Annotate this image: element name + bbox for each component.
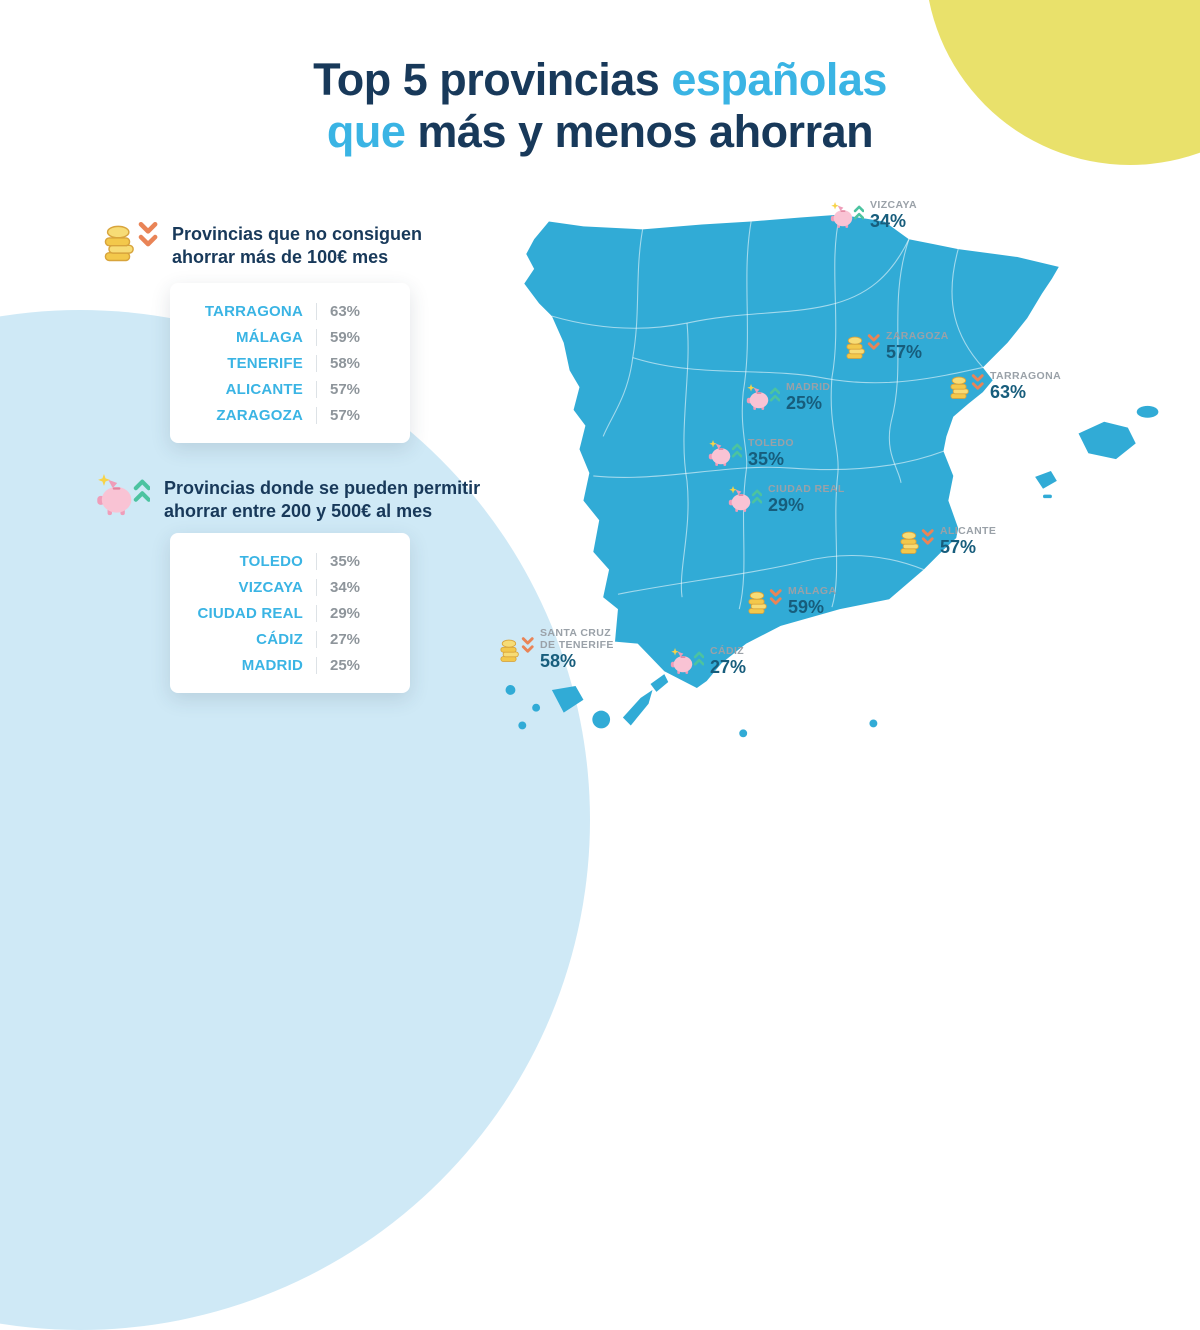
table-row: TENERIFE 58% — [184, 350, 396, 376]
table-no-savings: TARRAGONA 63% MÁLAGA 59% TENERIFE 58% ALICANTE… — [170, 283, 410, 443]
province-name: TARRAGONA — [204, 302, 303, 320]
table-row: TOLEDO 35% — [184, 548, 396, 574]
province-percentage: 29% — [330, 604, 361, 622]
province-percentage: 25% — [330, 656, 361, 674]
province-name: TENERIFE — [227, 354, 303, 372]
province-name: ZARAGOZA — [216, 406, 303, 424]
column-divider — [316, 630, 317, 648]
title-text: más y menos ahorran — [417, 106, 874, 158]
province-percentage: 59% — [330, 328, 361, 346]
column-divider — [316, 302, 317, 320]
legend-can-save-text: Provincias donde se pueden permitir ahor… — [164, 474, 480, 524]
balearic-islands-shape — [1035, 405, 1159, 499]
legend-no-savings-text: Provincias que no consiguen ahorrar más … — [172, 220, 422, 270]
title-accent-text: españolas — [671, 54, 887, 105]
column-divider — [316, 656, 317, 674]
melilla-shape — [869, 719, 878, 728]
province-percentage: 57% — [330, 406, 361, 424]
legend-no-savings: Provincias que no consiguen ahorrar más … — [104, 220, 422, 270]
table-row: ALICANTE 57% — [184, 376, 396, 402]
legend-text-line: ahorrar entre 200 y 500€ al mes — [164, 501, 433, 522]
province-percentage: 27% — [330, 630, 361, 648]
province-borders — [551, 214, 984, 610]
table-can-save: TOLEDO 35% VIZCAYA 34% CIUDAD REAL 29% CÁDIZ 27… — [170, 533, 410, 693]
province-name: CÁDIZ — [256, 630, 303, 648]
coins-down-arrows-icon — [104, 220, 158, 263]
column-divider — [316, 406, 317, 424]
title-accent-text: que — [326, 106, 418, 158]
column-divider — [316, 380, 317, 398]
province-percentage: 35% — [330, 552, 361, 570]
spain-mainland-shape — [524, 214, 1059, 688]
column-divider — [316, 578, 317, 596]
legend-text-line: Provincias que no consiguen — [172, 224, 423, 244]
column-divider — [316, 354, 317, 372]
province-name: MÁLAGA — [235, 328, 303, 346]
province-name: CIUDAD REAL — [197, 604, 303, 622]
legend-can-save: Provincias donde se pueden permitir ahor… — [96, 474, 480, 524]
title-text: Top 5 provincias — [313, 54, 672, 105]
province-percentage: 63% — [330, 302, 361, 320]
province-name: VIZCAYA — [238, 578, 303, 596]
province-percentage: 58% — [330, 354, 361, 372]
table-row: VIZCAYA 34% — [184, 574, 396, 600]
province-percentage: 34% — [330, 578, 361, 596]
legend-text-line: ahorrar más de 100€ mes — [172, 247, 389, 268]
table-row: MÁLAGA 59% — [184, 324, 396, 350]
table-row: CÁDIZ 27% — [184, 626, 396, 652]
table-row: ZARAGOZA 57% — [184, 402, 396, 428]
ceuta-shape — [739, 729, 748, 738]
province-name: MADRID — [241, 656, 303, 674]
legend-text-line: Provincias donde se pueden permitir — [164, 478, 481, 498]
table-row: MADRID 25% — [184, 652, 396, 678]
province-percentage: 57% — [330, 380, 361, 398]
province-name: ALICANTE — [225, 380, 303, 398]
table-row: CIUDAD REAL 29% — [184, 600, 396, 626]
page-title: Top 5 provincias españolas que más y men… — [0, 54, 1200, 158]
spain-map — [480, 185, 1180, 757]
column-divider — [316, 552, 317, 570]
page-title-line2: que más y menos ahorran — [0, 106, 1200, 158]
canary-islands-shape — [505, 674, 669, 730]
page-title-line1: Top 5 provincias españolas — [0, 54, 1200, 106]
column-divider — [316, 604, 317, 622]
column-divider — [316, 328, 317, 346]
piggy-bank-up-arrows-icon — [96, 474, 150, 516]
province-name: TOLEDO — [239, 552, 303, 570]
table-row: TARRAGONA 63% — [184, 298, 396, 324]
